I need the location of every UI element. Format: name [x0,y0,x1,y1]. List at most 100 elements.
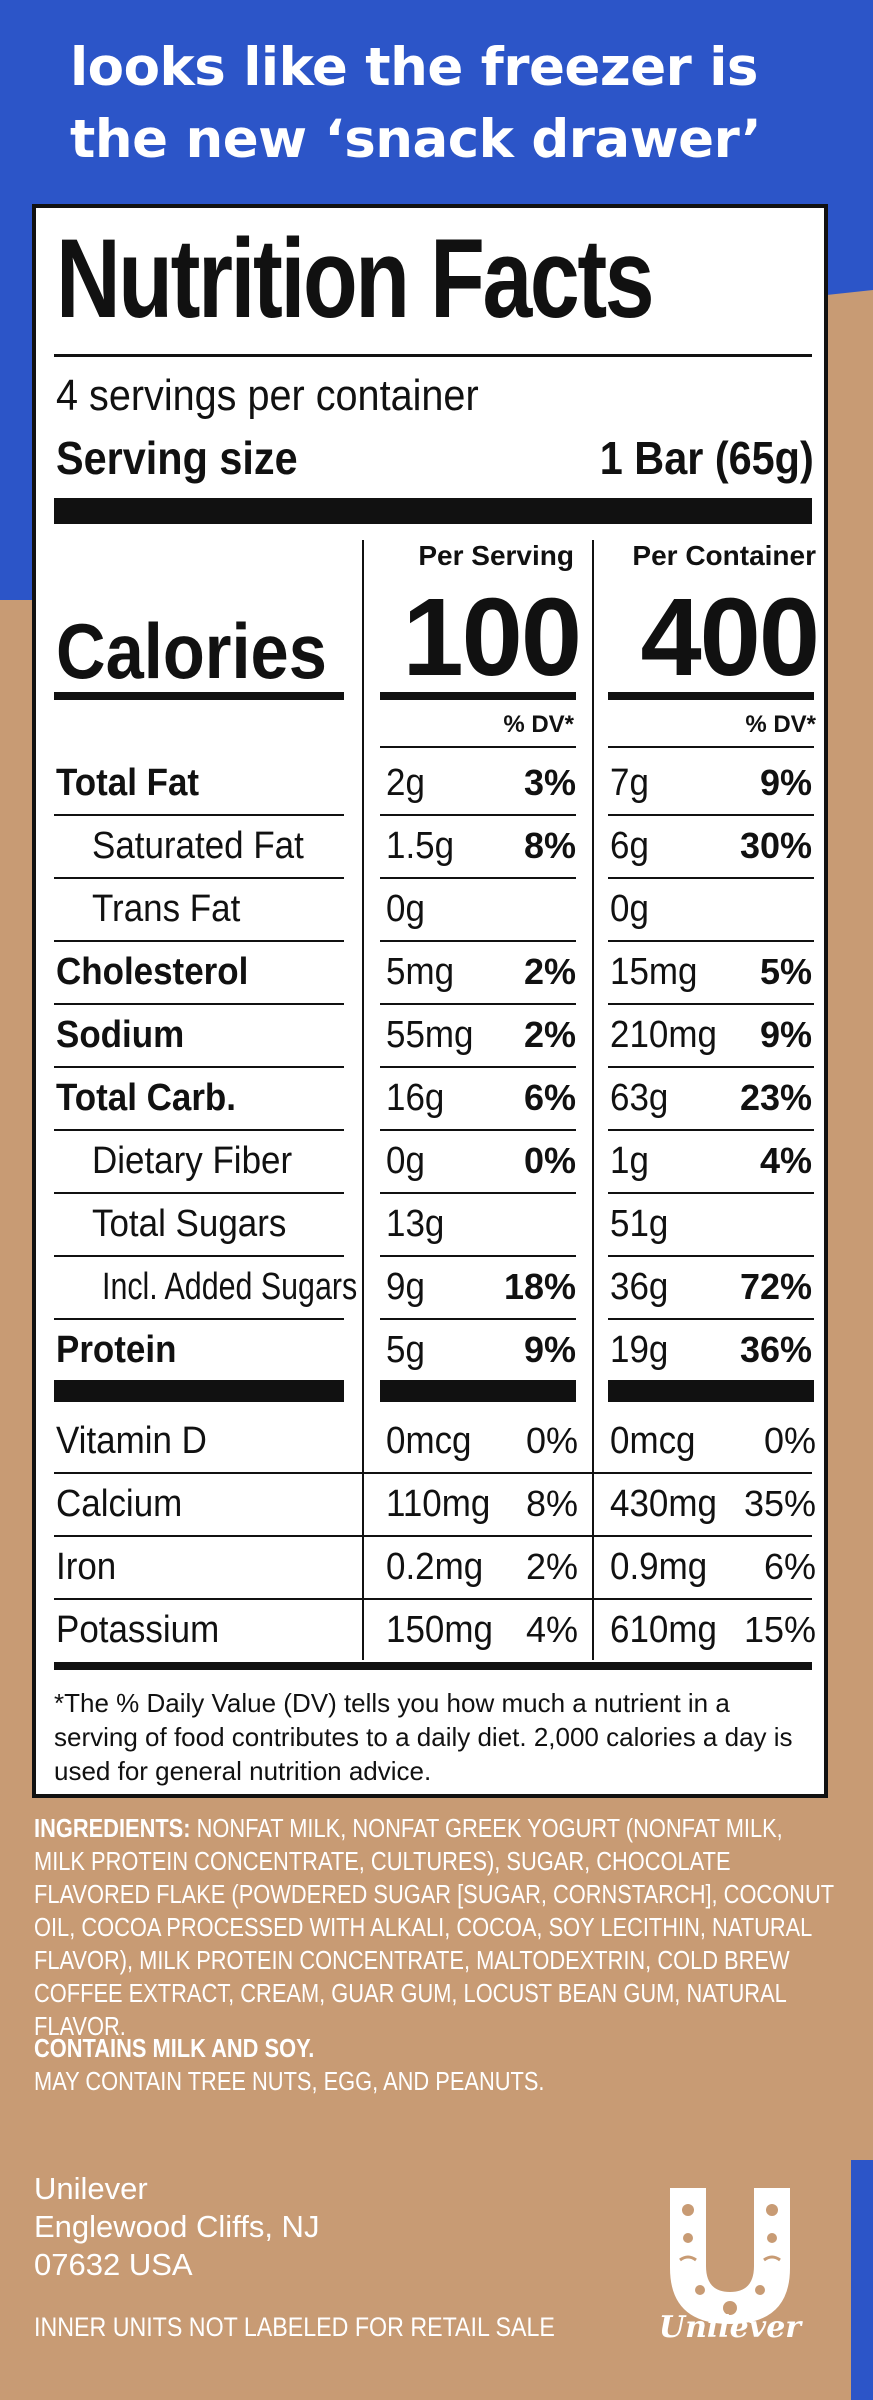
dv-header-serving-rule [380,746,576,748]
ingredients-text: NONFAT MILK, NONFAT GREEK YOGURT (NONFAT… [34,1813,834,2041]
vitamin-row: Vitamin D 0mcg 0% 0mcg 0% [36,1410,832,1473]
nutrient-container-dv: 72% [739,1266,812,1307]
vitamin-container-amount: 610mg [610,1609,717,1651]
vitamin-serving-dv: 8% [525,1483,578,1524]
dv-header-container: % DV* [745,711,816,738]
blue-edge-stripe [851,2160,873,2400]
nutrient-container-amount: 19g [610,1329,669,1371]
nutrient-row-rule [380,1255,576,1257]
nutrient-row-rule [54,1066,344,1068]
serving-size-value: 1 Bar (65g) [600,432,814,484]
nutrient-container-dv: 9% [759,762,812,803]
nutrient-row-rule [54,1192,344,1194]
nutrient-row-rule [608,1192,814,1194]
vitamin-serving-amount: 0mcg [386,1420,472,1462]
nutrient-row: Saturated Fat 1.5g 8% 6g 30% [36,815,832,878]
calories-serving-rule [380,692,576,700]
nutrient-serving-dv: 3% [523,762,576,803]
vitamin-name: Iron [56,1546,117,1588]
title-rule [54,354,812,357]
vitamin-container-dv: 0% [763,1420,816,1461]
company-name: Unilever [34,2171,148,2206]
ingredients-statement: INGREDIENTS: NONFAT MILK, NONFAT GREEK Y… [34,1812,834,2043]
nutrient-row: Total Sugars 13g 51g [36,1193,832,1256]
calories-per-container: 400 [640,576,820,699]
nutrient-row-rule [608,940,814,942]
vitamin-row: Calcium 110mg 8% 430mg 35% [36,1473,832,1536]
nutrient-row-rule [54,1255,344,1257]
nutrient-row-rule [608,1318,814,1320]
nutrient-container-dv: 23% [739,1077,812,1118]
nutrient-serving-amount: 2g [386,762,425,804]
nutrient-row-rule [380,1003,576,1005]
nutrient-row-rule [54,1318,344,1320]
calories-container-rule [608,692,814,700]
nutrient-serving-amount: 9g [386,1266,425,1308]
nutrient-name: Total Sugars [92,1203,287,1245]
servings-per-container: 4 servings per container [56,371,479,420]
vitamin-container-dv: 35% [743,1483,816,1524]
nutrient-serving-amount: 55mg [386,1014,474,1056]
nutrient-container-amount: 15mg [610,951,698,993]
nutrient-name: Sodium [56,1014,185,1056]
nutrient-row-rule [54,814,344,816]
nutrient-row-rule [608,1129,814,1131]
contains-statement: CONTAINS MILK AND SOY. [34,2033,315,2063]
nutrient-container-amount: 51g [610,1203,669,1245]
nutrient-row-rule [380,814,576,816]
ingredients-label: INGREDIENTS: [34,1813,191,1843]
vitamin-serving-dv: 0% [525,1420,578,1461]
nutrient-row-rule [380,1192,576,1194]
vitamin-container-amount: 0mcg [610,1420,696,1462]
vitamin-serving-amount: 150mg [386,1609,493,1651]
nutrient-row-rule [380,1318,576,1320]
nutrient-name: Incl. Added Sugars [102,1266,358,1308]
nutrient-row-rule [54,877,344,879]
vitamin-thick-rule-right [608,1380,814,1402]
nutrient-serving-amount: 13g [386,1203,445,1245]
per-container-header: Per Container [632,540,816,571]
vitamin-name: Calcium [56,1483,183,1525]
nutrient-name: Saturated Fat [92,825,304,867]
dv-header-container-rule [608,746,814,748]
serving-size-thick-rule [54,498,812,524]
nutrient-row-rule [608,1255,814,1257]
inner-units-notice: INNER UNITS NOT LABELED FOR RETAIL SALE [34,2312,555,2342]
nutrient-serving-amount: 5g [386,1329,425,1371]
nutrient-serving-dv: 18% [503,1266,576,1307]
manufacturer-address: Unilever Englewood Cliffs, NJ 07632 USA [34,2170,319,2284]
nutrient-row: Total Fat 2g 3% 7g 9% [36,752,832,815]
vitamin-thick-rule-left [54,1380,344,1402]
nutrient-serving-amount: 5mg [386,951,455,993]
dv-header-serving: % DV* [503,711,574,738]
allergen-statement: CONTAINS MILK AND SOY. MAY CONTAIN TREE … [34,2032,834,2098]
company-city: Englewood Cliffs, NJ [34,2209,320,2244]
nutrient-row: Total Carb. 16g 6% 63g 23% [36,1067,832,1130]
nutrient-container-dv: 4% [759,1140,812,1181]
vitamin-row-rule [54,1535,812,1537]
nutrient-name: Total Fat [56,762,200,804]
nutrient-serving-dv: 6% [523,1077,576,1118]
vitamin-row-rule [54,1598,812,1600]
vitamin-container-amount: 430mg [610,1483,717,1525]
per-serving-header: Per Serving [418,540,574,571]
vitamin-container-dv: 15% [743,1609,816,1650]
nutrient-name: Cholesterol [56,951,249,993]
nutrient-name: Protein [56,1329,177,1371]
nutrient-name: Total Carb. [56,1077,236,1119]
serving-size-label: Serving size [56,432,298,484]
nutrient-container-amount: 0g [610,888,649,930]
nutrient-serving-dv: 2% [523,951,576,992]
nutrient-container-amount: 63g [610,1077,669,1119]
calories-rule [54,692,344,700]
footnote-rule [54,1662,812,1670]
nutrient-row-rule [380,1129,576,1131]
nutrient-container-amount: 36g [610,1266,669,1308]
nutrient-container-amount: 6g [610,825,649,867]
nutrient-row: Trans Fat 0g 0g [36,878,832,941]
company-zip: 07632 USA [34,2247,193,2282]
nutrient-row-rule [608,814,814,816]
unilever-wordmark: Unilever [658,2310,802,2345]
nutrient-row-rule [380,877,576,879]
vitamin-serving-dv: 4% [525,1609,578,1650]
